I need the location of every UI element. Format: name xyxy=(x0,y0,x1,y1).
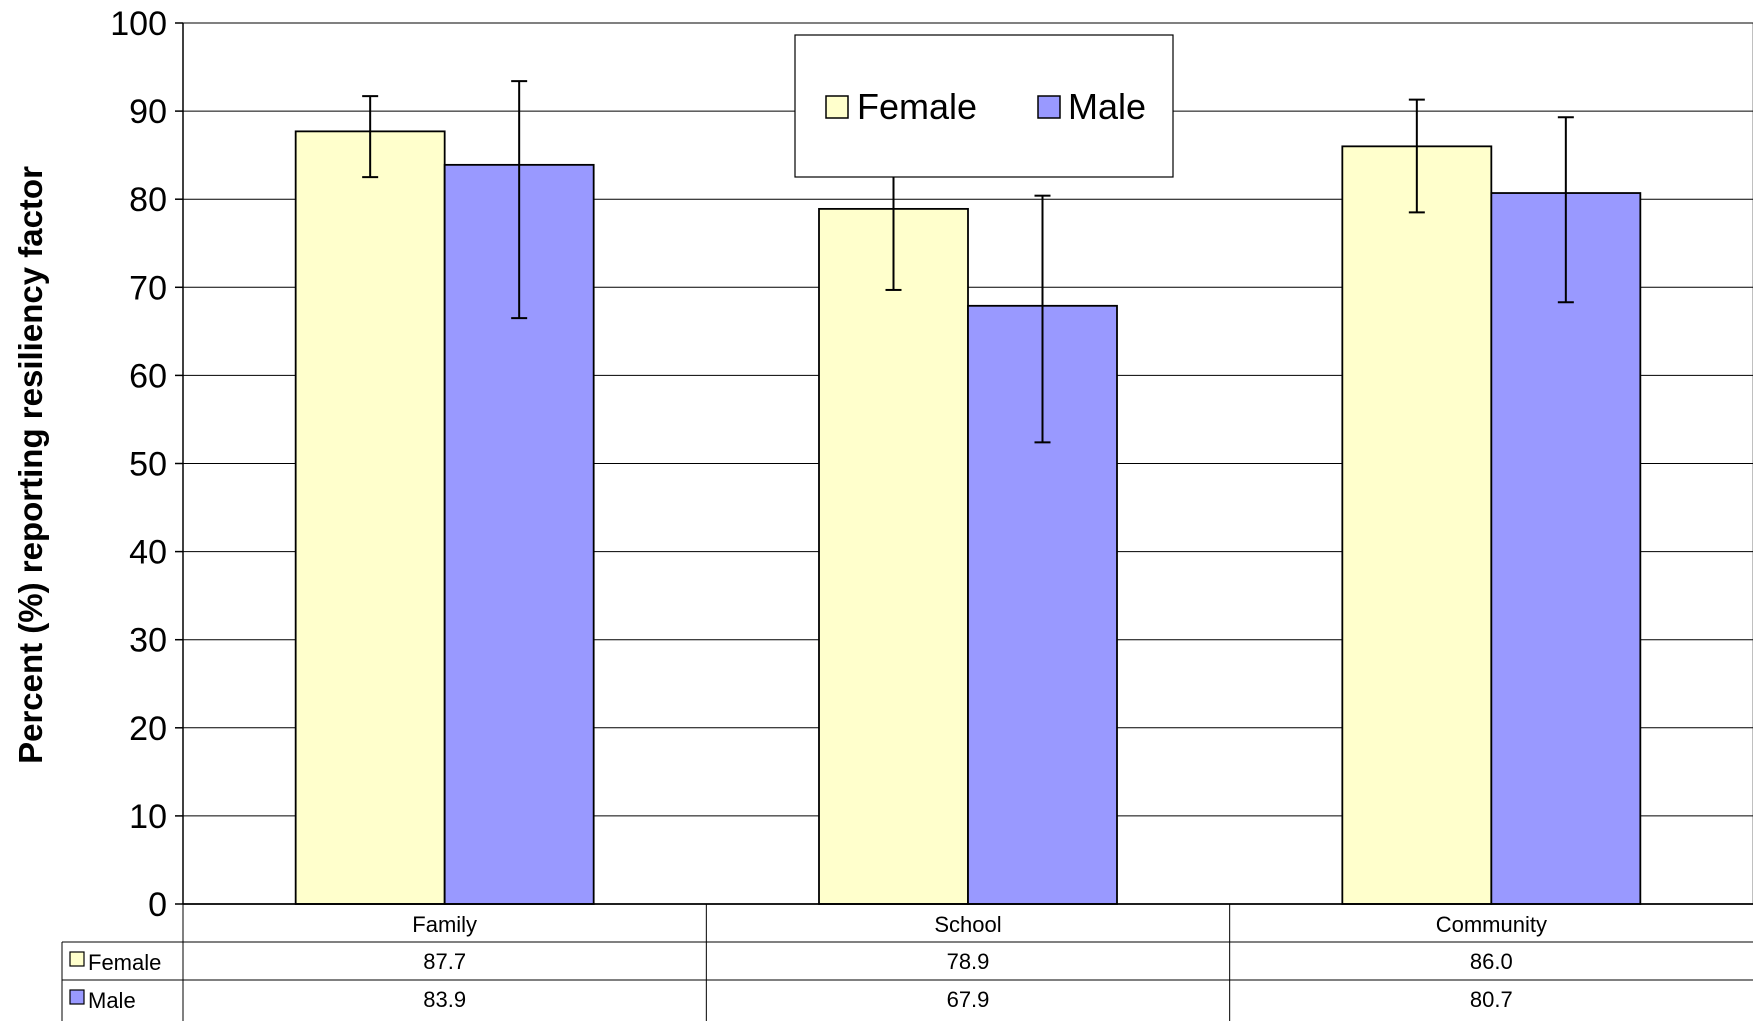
table-value-male: 80.7 xyxy=(1470,987,1513,1012)
table-value-female: 86.0 xyxy=(1470,949,1513,974)
error-bar-male-community xyxy=(1557,116,1574,304)
error-bars-layer xyxy=(362,80,1574,444)
y-tick-label: 90 xyxy=(129,93,167,131)
y-tick-label: 30 xyxy=(129,622,167,660)
y-tick-label: 60 xyxy=(129,357,167,395)
error-bar-male-family xyxy=(511,80,528,320)
table-row-label-male: Male xyxy=(88,988,136,1013)
bars-layer xyxy=(294,130,1642,905)
y-tick-label: 40 xyxy=(129,534,167,572)
bar-male-community xyxy=(1490,192,1642,905)
legend-swatch-male xyxy=(1037,95,1061,119)
error-bar-female-family xyxy=(362,95,379,179)
bar-female-community xyxy=(1341,145,1493,905)
x-category-label: Family xyxy=(412,912,477,937)
legend: Female Male xyxy=(794,34,1174,178)
legend-swatch-female xyxy=(825,95,849,119)
x-category-label: School xyxy=(934,912,1001,937)
table-value-male: 83.9 xyxy=(423,987,466,1012)
x-category-label: Community xyxy=(1436,912,1547,937)
y-tick-label: 50 xyxy=(129,446,167,484)
data-table: Family School Community Female 87.7 78.9 86.0 M… xyxy=(61,903,1753,1021)
legend-label-male: Male xyxy=(1068,86,1146,127)
y-tick-label: 70 xyxy=(129,269,167,307)
error-bar-male-school xyxy=(1034,194,1051,444)
y-tick-label: 80 xyxy=(129,181,167,219)
table-value-female: 78.9 xyxy=(947,949,990,974)
table-swatch-female xyxy=(69,951,85,967)
y-axis-label: Percent (%) reporting resiliency factor xyxy=(12,166,49,764)
table-row-label-female: Female xyxy=(88,950,161,975)
table-value-male: 67.9 xyxy=(947,987,990,1012)
table-value-female: 87.7 xyxy=(423,949,466,974)
bar-female-school xyxy=(818,207,969,905)
bar-female-family xyxy=(294,130,446,905)
y-tick-label: 0 xyxy=(148,886,167,924)
y-tick-label: 100 xyxy=(110,5,167,43)
y-tick-label: 10 xyxy=(129,798,167,836)
y-tick-label: 20 xyxy=(129,710,167,748)
error-bar-female-community xyxy=(1408,98,1425,214)
table-swatch-male xyxy=(69,989,85,1005)
legend-label-female: Female xyxy=(857,86,977,127)
legend-box xyxy=(794,34,1174,178)
